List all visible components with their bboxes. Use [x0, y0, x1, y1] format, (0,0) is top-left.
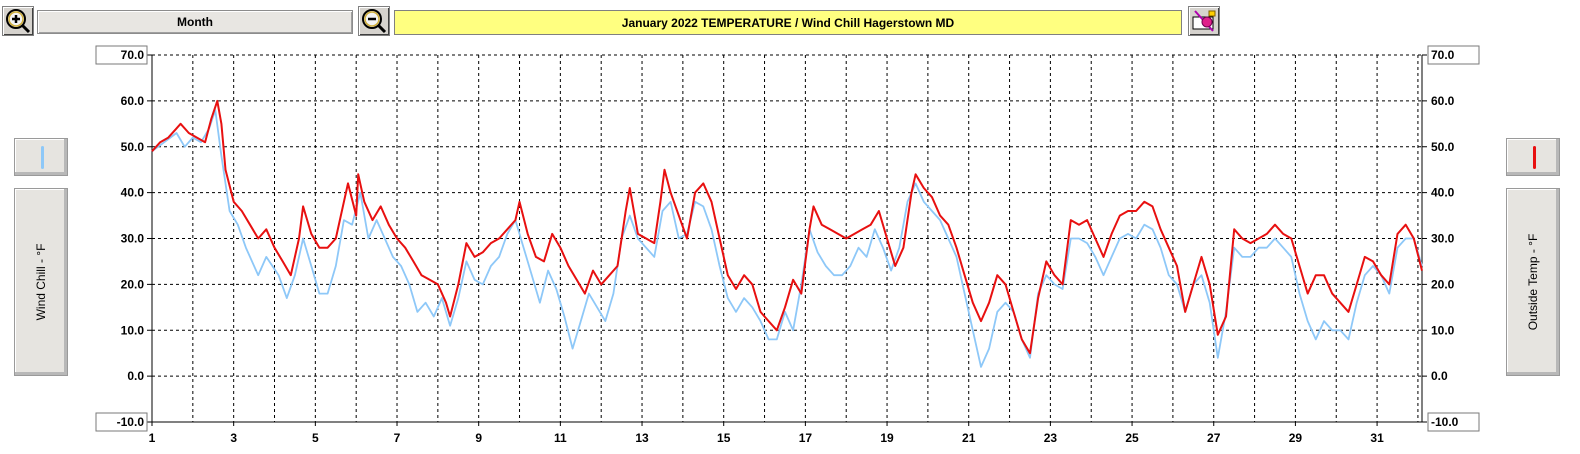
- y-tick-label-left: -10.0: [117, 415, 145, 429]
- plot-area: [152, 55, 1422, 422]
- y-tick-label-left: 30.0: [121, 232, 145, 246]
- x-tick-label: 19: [880, 431, 894, 445]
- x-tick-label: 3: [230, 431, 237, 445]
- x-tick-label: 23: [1044, 431, 1058, 445]
- y-tick-label-left: 60.0: [121, 94, 145, 108]
- x-tick-label: 27: [1207, 431, 1221, 445]
- print-button[interactable]: [1188, 6, 1220, 36]
- y-tick-label-left: 10.0: [121, 323, 145, 337]
- y-tick-label-left: 70.0: [121, 48, 145, 62]
- zoom-in-button[interactable]: [2, 6, 34, 36]
- x-tick-label: 21: [962, 431, 976, 445]
- outside-temp-swatch: [1533, 146, 1536, 169]
- y-tick-label-right: 20.0: [1431, 277, 1455, 291]
- wind-chill-legend-button[interactable]: [14, 138, 68, 176]
- y-tick-label-right: 0.0: [1431, 369, 1448, 383]
- x-tick-label: 13: [635, 431, 649, 445]
- y-tick-label-right: 30.0: [1431, 232, 1455, 246]
- y-tick-label-right: -10.0: [1431, 415, 1459, 429]
- y-tick-label-left: 20.0: [121, 277, 145, 291]
- y-tick-box-right: [1427, 412, 1480, 432]
- period-label: Month: [177, 15, 213, 29]
- period-selector[interactable]: Month: [37, 10, 353, 34]
- y-tick-label-right: 60.0: [1431, 94, 1455, 108]
- outside-temp-legend-button[interactable]: [1506, 138, 1560, 176]
- chart-title: January 2022 TEMPERATURE / Wind Chill Ha…: [621, 15, 955, 30]
- y-tick-label-right: 70.0: [1431, 48, 1455, 62]
- y-tick-label-left: 0.0: [127, 369, 144, 383]
- y-tick-label-left: 50.0: [121, 140, 145, 154]
- outside-temp-axis-button[interactable]: Outside Temp - °F: [1506, 188, 1560, 376]
- chart-title-box: January 2022 TEMPERATURE / Wind Chill Ha…: [394, 10, 1182, 35]
- wind-chill-series-line: [151, 109, 1423, 368]
- zoom-out-button[interactable]: [358, 6, 390, 36]
- y-tick-box-right: [1427, 45, 1480, 65]
- x-tick-label: 7: [394, 431, 401, 445]
- outside-temp-series-line: [151, 99, 1423, 355]
- x-tick-label: 9: [475, 431, 482, 445]
- y-tick-label-right: 50.0: [1431, 140, 1455, 154]
- zoom-in-icon: [6, 9, 31, 34]
- x-tick-label: 17: [799, 431, 813, 445]
- x-tick-label: 5: [312, 431, 319, 445]
- zoom-out-icon: [362, 9, 387, 34]
- y-tick-label-right: 40.0: [1431, 186, 1455, 200]
- y-tick-label-left: 40.0: [121, 186, 145, 200]
- y-tick-box-left: [95, 45, 148, 65]
- x-tick-label: 15: [717, 431, 731, 445]
- x-tick-label: 11: [554, 431, 567, 445]
- x-tick-label: 1: [149, 431, 156, 445]
- wind-chill-swatch: [41, 146, 44, 169]
- x-tick-label: 29: [1289, 431, 1303, 445]
- print-icon: [1192, 10, 1216, 32]
- x-tick-label: 25: [1125, 431, 1139, 445]
- wind-chill-axis-button[interactable]: Wind Chill - °F: [14, 188, 68, 376]
- x-tick-label: 31: [1370, 431, 1384, 445]
- y-tick-box-left: [95, 412, 148, 432]
- y-tick-label-right: 10.0: [1431, 323, 1455, 337]
